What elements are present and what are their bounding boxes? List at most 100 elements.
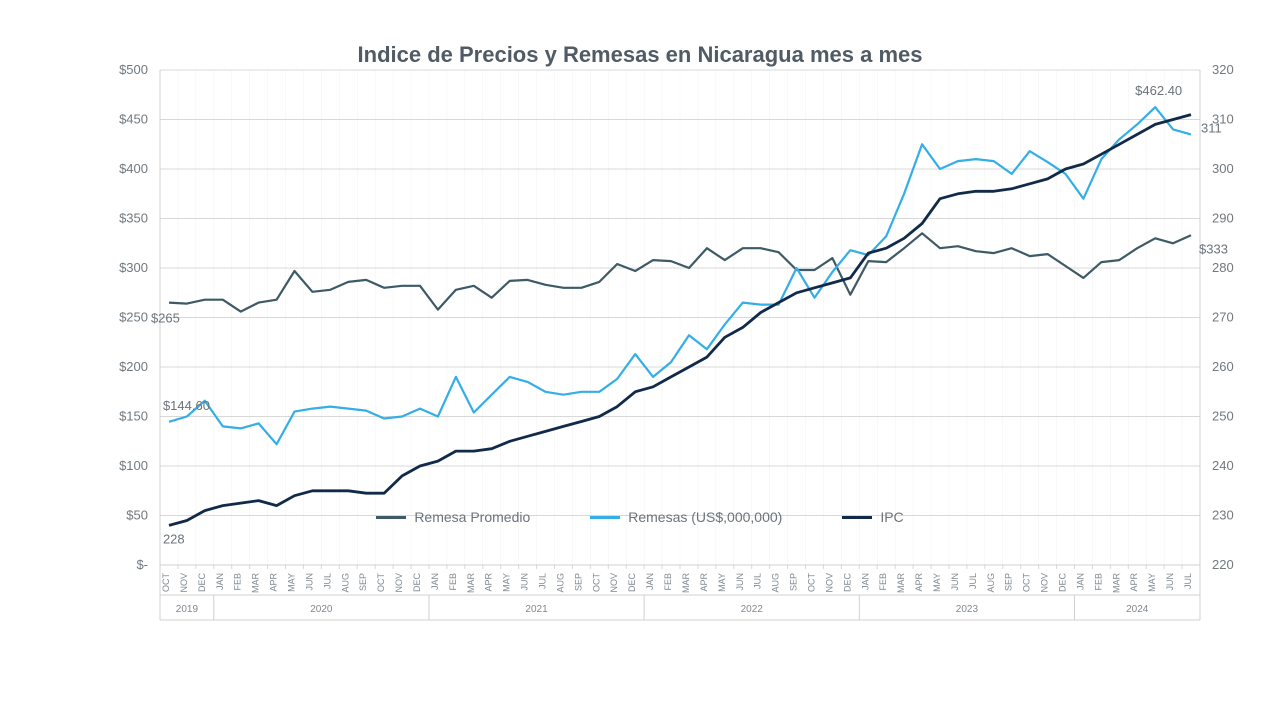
svg-text:MAY: MAY xyxy=(717,573,727,592)
svg-text:2021: 2021 xyxy=(525,604,548,615)
svg-text:$200: $200 xyxy=(119,359,148,374)
svg-text:AUG: AUG xyxy=(340,573,350,593)
svg-text:NOV: NOV xyxy=(824,573,834,593)
svg-text:JAN: JAN xyxy=(1075,573,1085,590)
svg-text:JUL: JUL xyxy=(1183,573,1193,589)
svg-text:FEB: FEB xyxy=(448,573,458,591)
svg-text:OCT: OCT xyxy=(161,573,171,593)
svg-text:MAR: MAR xyxy=(896,573,906,594)
legend-swatch xyxy=(590,516,620,519)
svg-text:JAN: JAN xyxy=(430,573,440,590)
svg-text:APR: APR xyxy=(484,573,494,592)
svg-text:MAR: MAR xyxy=(251,573,261,594)
svg-text:280: 280 xyxy=(1212,260,1234,275)
svg-text:APR: APR xyxy=(1129,573,1139,592)
legend-swatch xyxy=(376,516,406,519)
svg-text:MAY: MAY xyxy=(1147,573,1157,592)
svg-text:250: 250 xyxy=(1212,409,1234,424)
svg-text:MAR: MAR xyxy=(466,573,476,594)
svg-text:$450: $450 xyxy=(119,112,148,127)
svg-text:2020: 2020 xyxy=(310,604,333,615)
svg-text:NOV: NOV xyxy=(394,573,404,593)
legend-item-remesa-promedio: Remesa Promedio xyxy=(376,509,530,525)
svg-text:NOV: NOV xyxy=(179,573,189,593)
svg-text:DEC: DEC xyxy=(412,573,422,593)
svg-text:SEP: SEP xyxy=(573,573,583,591)
svg-text:$500: $500 xyxy=(119,62,148,77)
svg-text:MAR: MAR xyxy=(1111,573,1121,594)
legend-label: Remesas (US$,000,000) xyxy=(628,509,782,525)
svg-text:APR: APR xyxy=(914,573,924,592)
svg-text:OCT: OCT xyxy=(591,573,601,593)
svg-text:$265: $265 xyxy=(151,311,180,326)
svg-text:JUL: JUL xyxy=(322,573,332,589)
svg-text:APR: APR xyxy=(699,573,709,592)
svg-text:MAY: MAY xyxy=(502,573,512,592)
legend-label: IPC xyxy=(880,509,903,525)
svg-text:JUN: JUN xyxy=(304,573,314,591)
svg-text:JUL: JUL xyxy=(538,573,548,589)
svg-text:OCT: OCT xyxy=(1022,573,1032,593)
chart-container: Indice de Precios y Remesas en Nicaragua… xyxy=(0,0,1280,720)
svg-text:$462.40: $462.40 xyxy=(1135,83,1182,98)
svg-text:DEC: DEC xyxy=(197,573,207,593)
svg-text:$144.60: $144.60 xyxy=(163,398,210,413)
svg-text:220: 220 xyxy=(1212,557,1234,572)
svg-text:2022: 2022 xyxy=(741,604,764,615)
svg-text:JAN: JAN xyxy=(645,573,655,590)
svg-text:320: 320 xyxy=(1212,62,1234,77)
svg-text:240: 240 xyxy=(1212,458,1234,473)
svg-text:FEB: FEB xyxy=(878,573,888,591)
svg-text:JUN: JUN xyxy=(735,573,745,591)
svg-text:NOV: NOV xyxy=(1040,573,1050,593)
svg-text:260: 260 xyxy=(1212,359,1234,374)
svg-text:OCT: OCT xyxy=(376,573,386,593)
svg-text:2024: 2024 xyxy=(1126,604,1149,615)
svg-text:$400: $400 xyxy=(119,161,148,176)
svg-text:FEB: FEB xyxy=(233,573,243,591)
svg-text:$300: $300 xyxy=(119,260,148,275)
svg-text:$150: $150 xyxy=(119,409,148,424)
svg-text:JAN: JAN xyxy=(215,573,225,590)
svg-text:$350: $350 xyxy=(119,211,148,226)
svg-text:JUL: JUL xyxy=(968,573,978,589)
svg-text:JUN: JUN xyxy=(1165,573,1175,591)
svg-text:OCT: OCT xyxy=(806,573,816,593)
svg-text:AUG: AUG xyxy=(555,573,565,593)
svg-text:228: 228 xyxy=(163,531,185,546)
svg-text:$100: $100 xyxy=(119,458,148,473)
legend-swatch xyxy=(842,516,872,519)
svg-text:FEB: FEB xyxy=(663,573,673,591)
svg-text:$333: $333 xyxy=(1199,241,1228,256)
svg-text:JUL: JUL xyxy=(753,573,763,589)
chart-svg: $-$50$100$150$200$250$300$350$400$450$50… xyxy=(0,0,1280,720)
legend-item-remesas: Remesas (US$,000,000) xyxy=(590,509,782,525)
svg-text:270: 270 xyxy=(1212,310,1234,325)
svg-text:SEP: SEP xyxy=(1004,573,1014,591)
legend: Remesa Promedio Remesas (US$,000,000) IP… xyxy=(0,509,1280,525)
svg-text:MAY: MAY xyxy=(286,573,296,592)
svg-text:AUG: AUG xyxy=(986,573,996,593)
svg-text:JAN: JAN xyxy=(860,573,870,590)
svg-text:DEC: DEC xyxy=(1058,573,1068,593)
svg-text:AUG: AUG xyxy=(771,573,781,593)
svg-text:DEC: DEC xyxy=(627,573,637,593)
svg-text:SEP: SEP xyxy=(789,573,799,591)
svg-text:FEB: FEB xyxy=(1093,573,1103,591)
svg-text:JUN: JUN xyxy=(950,573,960,591)
svg-text:MAY: MAY xyxy=(932,573,942,592)
svg-text:311: 311 xyxy=(1201,121,1222,136)
svg-text:APR: APR xyxy=(269,573,279,592)
legend-label: Remesa Promedio xyxy=(414,509,530,525)
svg-text:NOV: NOV xyxy=(609,573,619,593)
svg-text:$-: $- xyxy=(136,557,148,572)
svg-text:JUN: JUN xyxy=(520,573,530,591)
svg-text:DEC: DEC xyxy=(842,573,852,593)
svg-text:290: 290 xyxy=(1212,211,1234,226)
svg-text:300: 300 xyxy=(1212,161,1234,176)
svg-text:MAR: MAR xyxy=(681,573,691,594)
svg-text:2023: 2023 xyxy=(956,604,979,615)
svg-text:$250: $250 xyxy=(119,310,148,325)
svg-text:2019: 2019 xyxy=(176,604,199,615)
svg-text:SEP: SEP xyxy=(358,573,368,591)
